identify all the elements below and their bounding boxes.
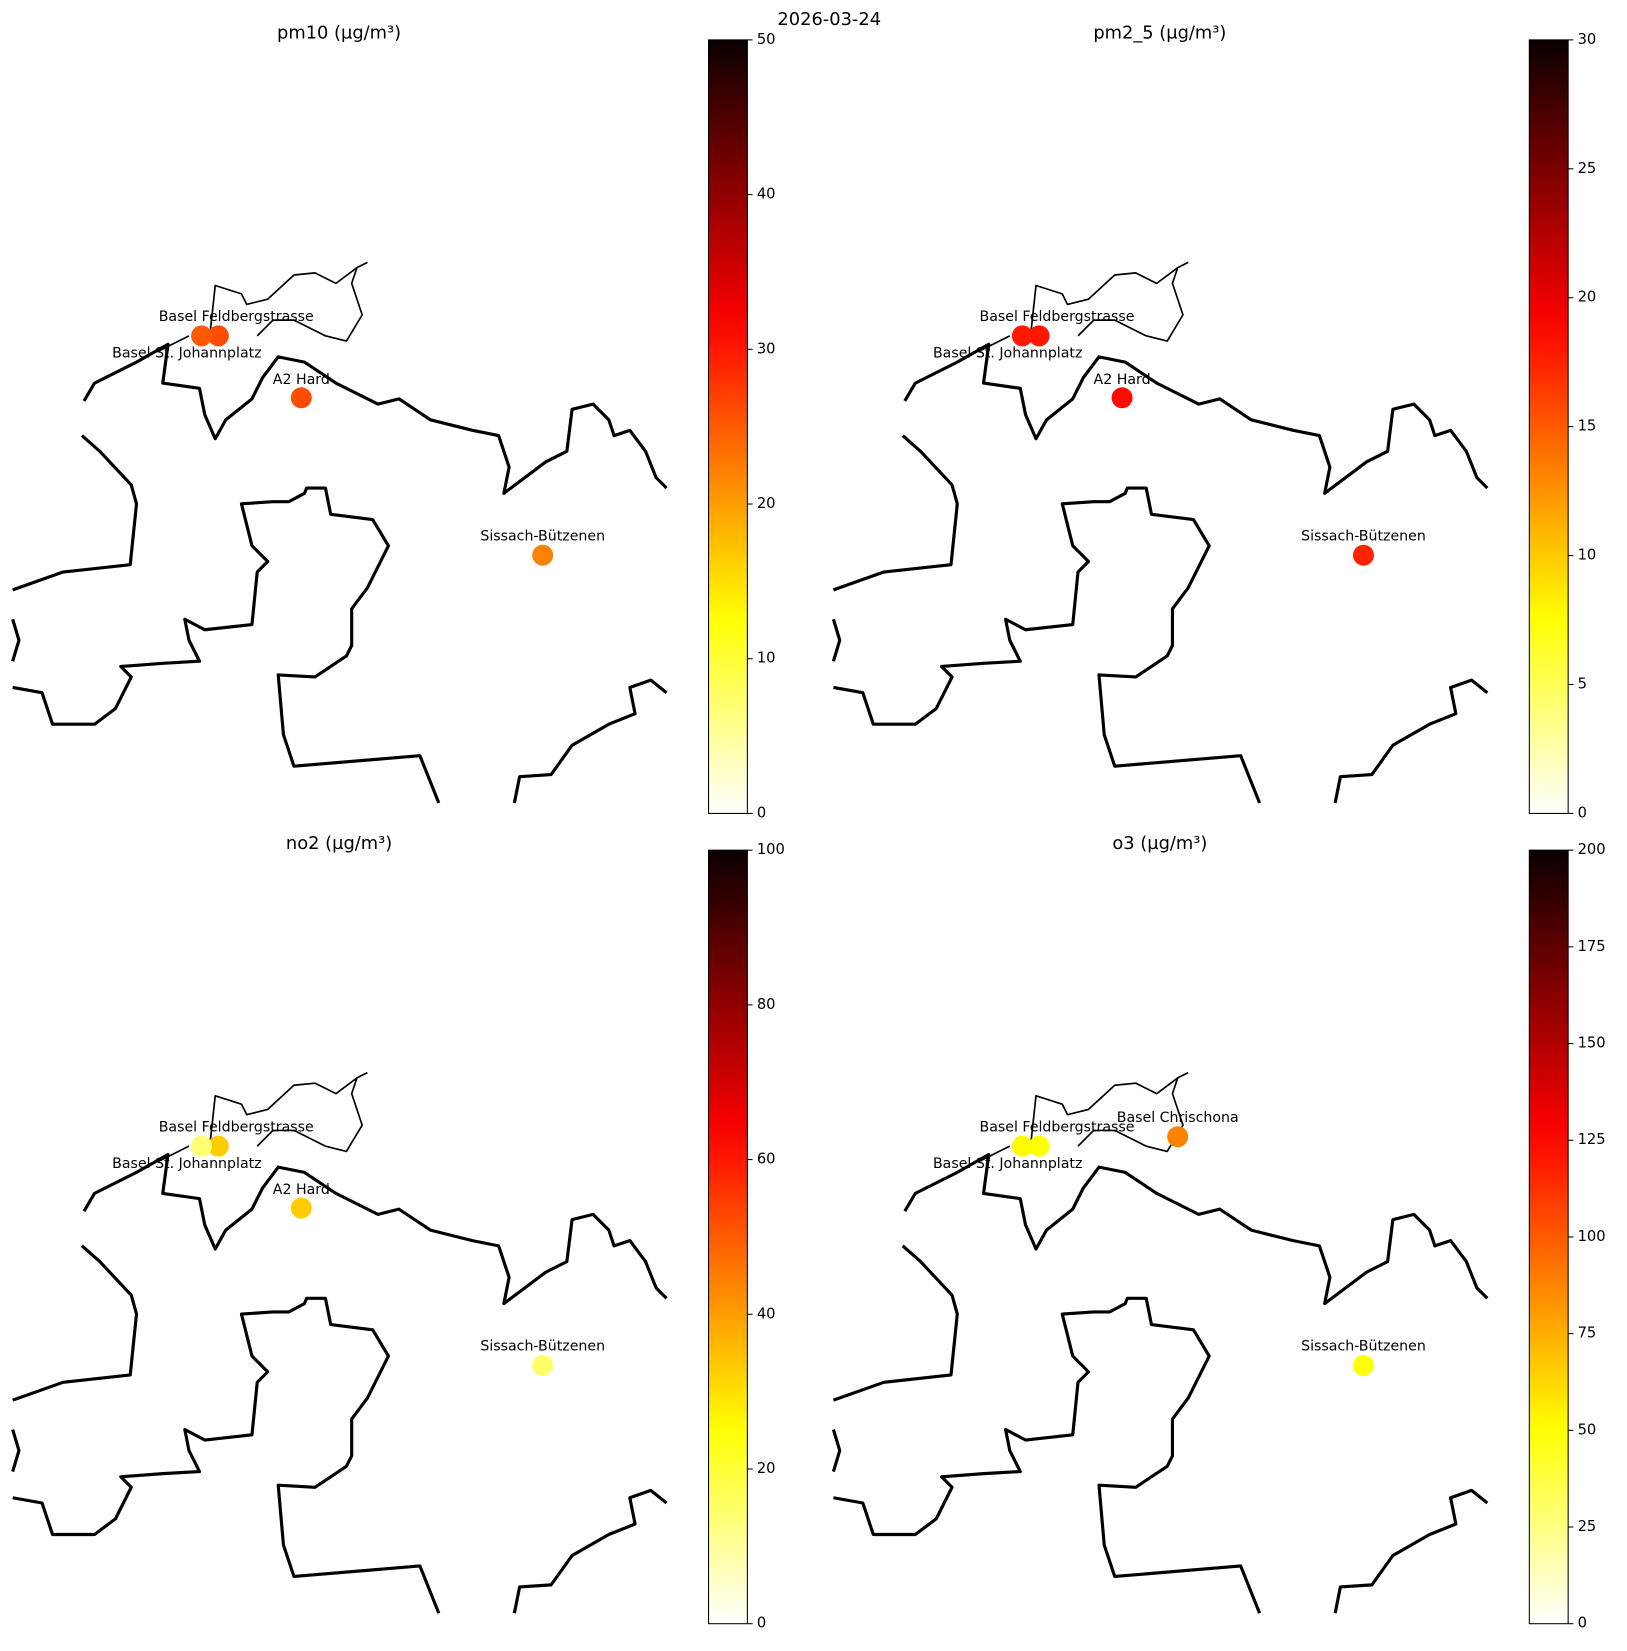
colorbar-tick-label: 10 [757,650,776,667]
colorbar-tick-label: 50 [1578,1421,1597,1438]
station-label: Basel Feldbergstrasse [159,1119,314,1135]
station-marker [191,1135,213,1157]
colorbar-tick-label: 40 [757,186,776,203]
colorbar [708,849,748,1625]
station-label: A2 Hard [273,372,330,388]
station-marker [1028,1135,1050,1157]
colorbar-tick-label: 0 [1578,1615,1587,1632]
station-marker [1111,387,1133,409]
station-marker [1011,1135,1033,1157]
colorbar-tick-label: 60 [757,1151,776,1168]
colorbar-tick-label: 10 [1578,547,1597,564]
colorbar-tick-label: 20 [757,495,776,512]
colorbar-tick-label: 5 [1578,676,1587,693]
station-label: Sissach-Bützenen [1301,528,1426,544]
station-marker [1352,1355,1374,1377]
station-label: Sissach-Bützenen [480,528,605,544]
map-title: pm10 (µg/m³) [277,23,401,44]
colorbar-tick-label: 30 [1578,31,1597,48]
station-marker [1352,544,1374,566]
station-label: Basel St. Johannplatz [112,346,261,362]
station-label: Basel Feldbergstrasse [159,309,314,325]
station-marker [532,1355,554,1377]
colorbar-tick-label: 25 [1578,160,1597,177]
station-label: Sissach-Bützenen [1301,1339,1426,1355]
colorbar [1528,39,1569,814]
colorbar-tick-label: 200 [1578,841,1606,858]
colorbar-tick-label: 100 [1578,1228,1606,1245]
map-title: pm2_5 (µg/m³) [1093,23,1226,44]
colorbar [708,39,748,814]
station-label: Basel St. Johannplatz [933,1156,1082,1172]
station-label: Basel Chrischona [1117,1110,1239,1126]
station-marker [207,325,229,347]
station-marker [191,325,213,347]
colorbar-tick-label: 0 [757,804,766,821]
station-marker [1028,325,1050,347]
station-label: Basel Feldbergstrasse [979,1119,1134,1135]
station-label: Sissach-Bützenen [480,1339,605,1355]
colorbar-tick-label: 175 [1578,938,1606,955]
map-title: no2 (µg/m³) [286,833,392,854]
station-label: A2 Hard [273,1182,330,1198]
map-title: o3 (µg/m³) [1112,833,1207,854]
colorbar-tick-label: 150 [1578,1035,1606,1052]
station-label: A2 Hard [1094,372,1151,388]
station-label: Basel St. Johannplatz [112,1156,261,1172]
station-marker [290,1197,312,1219]
colorbar-tick-label: 15 [1578,418,1597,435]
colorbar-tick-label: 75 [1578,1325,1597,1342]
colorbar-tick-label: 80 [757,996,776,1013]
station-label: Basel St. Johannplatz [933,346,1082,362]
colorbar-tick-label: 30 [757,340,776,357]
colorbar-tick-label: 0 [757,1615,766,1632]
figure-title: 2026-03-24 [777,9,881,30]
colorbar-tick-label: 40 [757,1305,776,1322]
colorbar-tick-label: 125 [1578,1131,1606,1148]
station-label: Basel Feldbergstrasse [979,309,1134,325]
colorbar-tick-label: 20 [757,1460,776,1477]
station-marker [1167,1126,1189,1148]
colorbar-tick-label: 0 [1578,804,1587,821]
station-marker [290,387,312,409]
station-marker [1011,325,1033,347]
colorbar-tick-label: 20 [1578,289,1597,306]
station-marker [207,1135,229,1157]
colorbar [1528,849,1569,1625]
colorbar-tick-label: 100 [757,841,785,858]
station-marker [532,544,554,566]
colorbar-tick-label: 50 [757,31,776,48]
colorbar-tick-label: 25 [1578,1518,1597,1535]
